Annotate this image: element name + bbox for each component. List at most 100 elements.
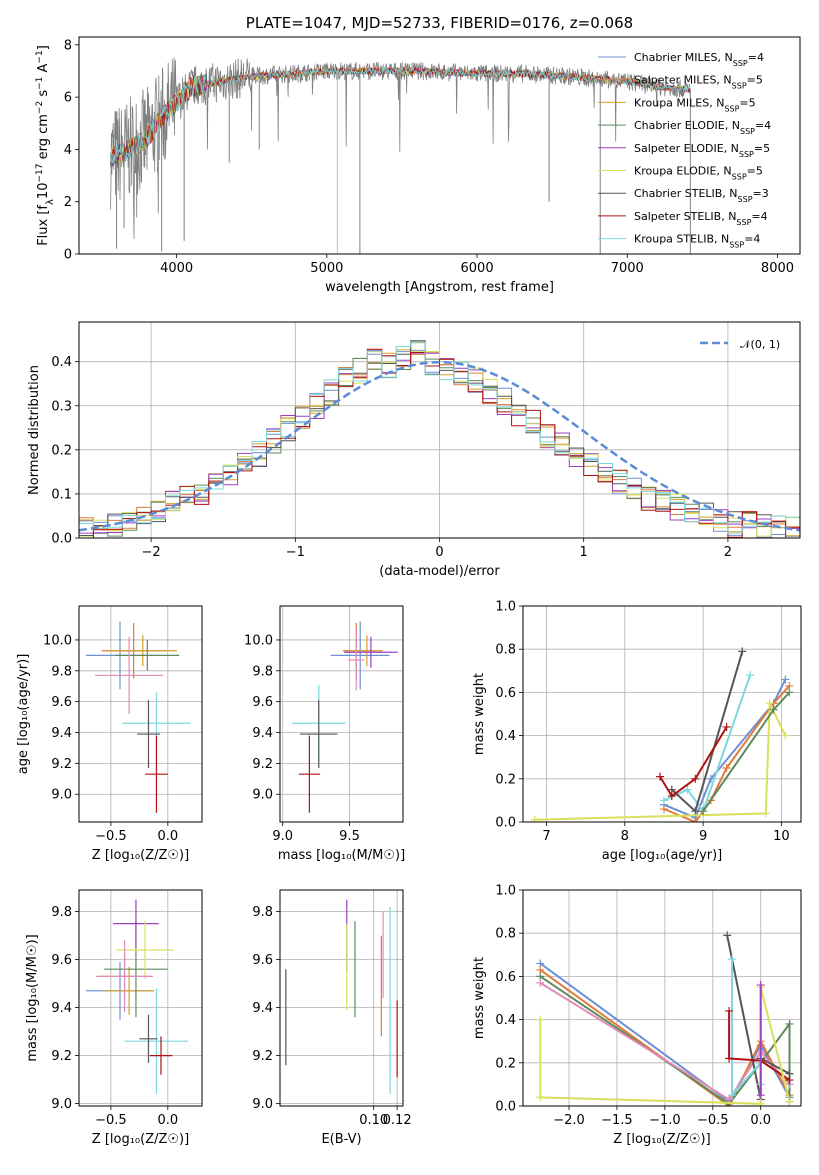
mass_vs_EBV-plot-area	[285, 899, 398, 1094]
mass-weight-point	[785, 688, 794, 697]
y-tick-label: 9.2	[51, 1049, 72, 1064]
y-tick-label: 0.4	[51, 355, 72, 370]
y-tick-label: 0.6	[495, 970, 516, 985]
legend-entry-rest: =4	[748, 51, 764, 64]
x-axis-label: mass [log₁₀(M/M☉)]	[278, 848, 405, 863]
residual-histogram-step	[79, 346, 800, 537]
mass-weight-point	[769, 705, 778, 714]
y-axis-label-part: 10	[36, 183, 51, 200]
x-tick-label: 2	[724, 545, 732, 560]
x-tick-label: −0.5	[697, 1113, 729, 1128]
y-axis-label: mass [log₁₀(M/M☉)]	[25, 934, 40, 1061]
mass_vs_EBV-axes: 0.100.12 9.0 9.2 9.4 9.6 9.8 E(B-V)	[252, 889, 412, 1147]
legend-entry-rest: =5	[754, 142, 770, 155]
x-tick-label: 0.0	[750, 1113, 771, 1128]
residuals-plot-area	[79, 340, 800, 538]
x-tick-label: −1.5	[601, 1113, 633, 1128]
mass_vs_EBV-grid	[280, 890, 403, 1106]
x-axis-label: Z [log₁₀(Z/Z☉)]	[92, 848, 189, 863]
legend-entry-text: Salpeter STELIB, N	[634, 210, 736, 223]
legend-entry-text: Chabrier STELIB, N	[634, 187, 738, 200]
y-tick-label: 9.6	[51, 695, 72, 710]
y-tick-label: 9.2	[51, 757, 72, 772]
legend-entry-text: Salpeter ELODIE, N	[634, 142, 739, 155]
y-axis-label-part: A	[36, 63, 51, 76]
mass-weight-line	[534, 702, 787, 821]
y-tick-label: 0.2	[495, 1056, 516, 1071]
legend-entry-text: Kroupa ELODIE, N	[634, 165, 732, 178]
x-axis-label: Z [log₁₀(Z/Z☉)]	[613, 1132, 710, 1147]
legend-entry-sub: SSP	[724, 104, 739, 113]
x-tick-label: −1.0	[649, 1113, 681, 1128]
age_vs_Z-axes: −0.5 0.0 9.0 9.2 9.4 9.6 9.8 10.0 Z [log₁₀(Z/Z☉)…	[16, 605, 203, 863]
mass-weight-point	[746, 671, 755, 680]
x-tick-label: 7	[542, 829, 550, 844]
residual-histogram-step	[79, 340, 800, 538]
y-tick-label: 1.0	[495, 884, 516, 899]
legend-entry: Chabrier MILES, NSSP=4	[634, 51, 764, 68]
mass-weight-point	[738, 647, 747, 656]
x-tick-label: 5000	[310, 261, 343, 276]
mass-weight-line	[663, 685, 791, 822]
mass-weight-point	[765, 699, 774, 708]
mass-weight-point	[536, 1015, 545, 1024]
y-tick-label: 9.8	[51, 905, 72, 920]
observed-spectrum-line	[110, 57, 691, 240]
massweight_vs_age-plot-area	[530, 647, 794, 822]
x-tick-label: 8	[621, 829, 629, 844]
y-axis-label: Normed distribution	[27, 365, 42, 495]
mass-weight-point	[785, 1019, 794, 1028]
y-axis-label-part: Flux [f	[36, 205, 51, 246]
mass-weight-line	[663, 674, 752, 814]
legend-entry-rest: =5	[747, 74, 763, 87]
figure-title: PLATE=1047, MJD=52733, FIBERID=0176, z=0…	[246, 14, 633, 32]
axes-frame	[522, 889, 802, 1107]
y-axis-label: mass weight	[472, 957, 487, 1039]
legend-entry-text: Salpeter MILES, N	[634, 74, 732, 87]
mass-weight-line	[728, 1011, 791, 1081]
axes-frame	[279, 889, 404, 1107]
y-axis-label-part: ]	[36, 45, 51, 50]
mass-weight-point	[659, 805, 668, 814]
x-tick-label: 8000	[761, 261, 794, 276]
spectrum-axes: 4000 5000 6000 7000 8000 0 2 4 6 8 wavelength [Ang…	[35, 14, 801, 295]
legend-entry-text: Kroupa MILES, N	[634, 96, 724, 109]
axes-frame	[522, 605, 802, 823]
mass-weight-point	[781, 675, 790, 684]
age_vs_mass-plot-area	[292, 621, 398, 813]
x-tick-label: 0.0	[157, 829, 178, 844]
legend-entry: Kroupa STELIB, NSSP=4	[634, 233, 760, 250]
mass-weight-line	[659, 726, 728, 798]
y-tick-label: 0.8	[495, 643, 516, 658]
legend-entry-sub: SSP	[729, 240, 744, 249]
x-axis-label: wavelength [Angstrom, rest frame]	[325, 280, 554, 295]
y-tick-label: 10.0	[43, 633, 72, 648]
y-tick-label: 9.6	[252, 695, 273, 710]
y-axis-label-part: −2	[35, 101, 45, 114]
y-tick-label: 0.6	[495, 686, 516, 701]
y-tick-label: 9.4	[51, 1001, 72, 1016]
legend-entry: Salpeter STELIB, NSSP=4	[634, 210, 768, 227]
y-tick-label: 0.0	[495, 1100, 516, 1115]
x-axis-label: age [log₁₀(age/yr)]	[602, 848, 723, 863]
legend-entry-rest: =5	[747, 165, 763, 178]
y-tick-label: 0.2	[51, 443, 72, 458]
mass-weight-point	[722, 722, 731, 731]
y-axis-label: mass weight	[472, 673, 487, 755]
legend-entry-sub: SSP	[732, 172, 747, 181]
y-tick-label: 0.4	[495, 1013, 516, 1028]
y-tick-label: 0.0	[495, 816, 516, 831]
x-tick-label: −1	[286, 545, 305, 560]
mass-weight-point	[756, 981, 765, 990]
y-tick-label: 9.4	[51, 726, 72, 741]
y-tick-label: 9.6	[51, 953, 72, 968]
y-tick-label: 0.1	[51, 487, 72, 502]
legend-entry-sub: SSP	[736, 217, 751, 226]
y-tick-label: 9.0	[51, 1097, 72, 1112]
mass_vs_Z-axes: −0.5 0.0 9.0 9.2 9.4 9.6 9.8 Z [log₁₀(Z/Z☉)] mas…	[25, 889, 203, 1147]
mass-weight-point	[722, 764, 731, 772]
y-tick-label: 1.0	[495, 600, 516, 615]
mass-weight-point	[785, 1097, 794, 1106]
axes-frame	[78, 889, 203, 1107]
